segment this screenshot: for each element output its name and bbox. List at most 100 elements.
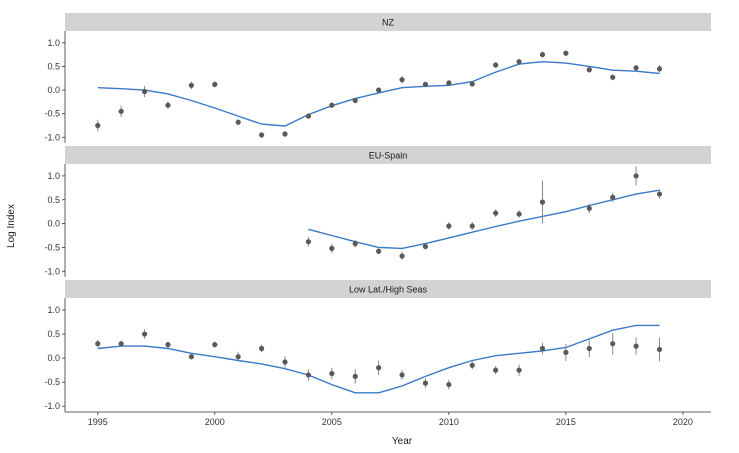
data-point: [633, 343, 639, 349]
data-point: [352, 97, 358, 104]
data-point: [165, 102, 171, 108]
data-point: [516, 367, 522, 373]
y-tick-label: 1.0: [47, 305, 60, 315]
x-tick-label: 2000: [205, 417, 225, 427]
data-point: [539, 199, 546, 205]
x-axis: 1995 2000 2005 2010 2015 2020: [88, 412, 693, 427]
fitted-line: [97, 60, 660, 127]
x-axis-title: Year: [392, 436, 413, 447]
y-tick-label: -0.5: [44, 377, 60, 387]
data-point: [446, 80, 452, 86]
data-point: [610, 74, 616, 80]
y-tick-label: -1.0: [44, 266, 60, 276]
data-point: [610, 194, 616, 200]
data-point: [188, 354, 194, 360]
y-tick-label: -0.5: [44, 109, 60, 119]
y-tick-label: 0.0: [47, 353, 60, 363]
data-point: [188, 82, 194, 88]
data-point: [586, 67, 592, 73]
data-point: [563, 349, 569, 355]
fitted-line: [308, 189, 660, 250]
y-tick-label: -1.0: [44, 132, 60, 142]
y-tick-label: 0.5: [47, 329, 60, 339]
y-tick-label: 0.0: [47, 219, 60, 229]
data-point: [633, 65, 639, 71]
data-point: [422, 380, 429, 386]
panel-strip: [65, 13, 711, 31]
x-tick-label: 2020: [673, 417, 693, 427]
data-point: [539, 345, 546, 352]
data-point: [259, 132, 265, 138]
data-point: [399, 253, 405, 259]
data-point: [656, 346, 663, 353]
y-tick-label: -1.0: [44, 401, 60, 411]
data-point: [329, 102, 335, 108]
data-point: [656, 191, 663, 197]
panel-0: NZ -1.0 -0.5 0.0 0.5 1.0: [44, 13, 711, 143]
data-point: [422, 243, 429, 250]
data-point: [235, 119, 241, 125]
panel-2: Low Lat./High Seas -1.0 -0.5 0.0 0.5 1.0: [44, 280, 711, 413]
data-point: [516, 211, 522, 217]
x-tick-label: 2015: [556, 417, 576, 427]
data-point: [516, 59, 522, 65]
data-point: [469, 362, 475, 368]
panel-title: EU-Spain: [369, 151, 408, 161]
data-point: [563, 50, 569, 56]
data-point: [95, 341, 101, 347]
y-tick-label: 0.5: [47, 195, 60, 205]
data-point: [399, 372, 405, 378]
x-tick-label: 1995: [88, 417, 108, 427]
panel-strip: [65, 146, 711, 164]
data-point: [493, 210, 499, 216]
data-point: [95, 122, 101, 129]
data-point: [446, 381, 452, 388]
data-point: [212, 81, 218, 88]
data-point: [586, 205, 592, 211]
y-tick-label: 0.0: [47, 85, 60, 95]
data-point: [399, 77, 405, 83]
data-point: [469, 81, 475, 87]
x-tick-label: 2005: [322, 417, 342, 427]
data-point: [305, 372, 312, 378]
data-point: [118, 341, 124, 347]
data-point: [469, 223, 475, 229]
data-point: [656, 66, 663, 72]
data-point: [352, 373, 358, 380]
data-point: [329, 370, 335, 377]
data-point: [376, 87, 382, 93]
panel-title: NZ: [382, 18, 394, 28]
data-point: [493, 367, 499, 373]
y-axis-title: Log Index: [6, 204, 17, 248]
data-point: [212, 342, 218, 348]
data-point: [376, 365, 382, 371]
y-tick-label: -0.5: [44, 242, 60, 252]
data-point: [446, 223, 452, 229]
data-point: [282, 359, 288, 365]
data-point: [165, 342, 171, 348]
data-point: [493, 62, 499, 68]
data-point: [235, 354, 241, 360]
y-tick-label: 0.5: [47, 61, 60, 71]
data-point: [422, 81, 429, 88]
fitted-line: [97, 324, 660, 394]
data-point: [282, 131, 288, 137]
data-point: [539, 52, 546, 58]
data-point: [305, 113, 312, 119]
y-tick-label: 1.0: [47, 171, 60, 181]
data-point: [329, 245, 335, 251]
panel-1: EU-Spain -1.0 -0.5 0.0 0.5 1.0: [44, 146, 711, 277]
data-point: [141, 331, 148, 337]
data-point: [586, 345, 592, 352]
data-point: [633, 173, 639, 179]
data-point: [305, 239, 312, 245]
data-point: [376, 248, 382, 254]
data-point: [141, 88, 148, 95]
y-tick-label: 1.0: [47, 38, 60, 48]
panel-strip: [65, 280, 711, 298]
panel-title: Low Lat./High Seas: [349, 285, 428, 295]
data-point: [610, 341, 616, 347]
x-tick-label: 2010: [439, 417, 459, 427]
data-point: [259, 345, 265, 352]
